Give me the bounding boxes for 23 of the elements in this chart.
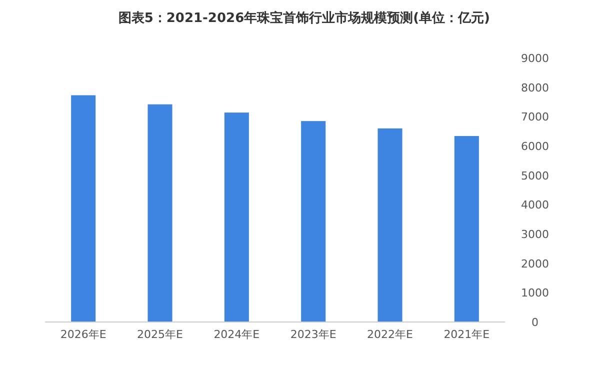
y-tick-label: 5000 [521, 169, 549, 182]
y-tick-label: 8000 [521, 81, 549, 94]
y-tick-label: 7000 [521, 110, 549, 124]
y-tick-label: 9000 [521, 52, 549, 65]
bar [454, 136, 479, 322]
bar [378, 128, 402, 322]
x-tick-label: 2022年E [367, 328, 414, 341]
y-tick-label: 6000 [521, 140, 549, 153]
y-tick-label: 2000 [521, 257, 549, 270]
bar [71, 95, 96, 322]
x-tick-label: 2021年E [444, 328, 490, 341]
bar [224, 112, 249, 322]
x-tick-label: 2023年E [290, 328, 336, 341]
y-tick-label: 4000 [521, 198, 549, 212]
y-tick-label: 1000 [521, 286, 549, 300]
chart-title: 图表5：2021-2026年珠宝首饰行业市场规模预测(单位：亿元) [118, 10, 490, 26]
y-tick-label: 0 [532, 316, 538, 329]
bar [301, 121, 326, 322]
bar [148, 104, 172, 322]
y-tick-label: 3000 [521, 228, 549, 241]
x-tick-label: 2026年E [60, 328, 106, 341]
x-tick-label: 2024年E [214, 328, 260, 341]
x-tick-label: 2025年E [137, 328, 184, 341]
